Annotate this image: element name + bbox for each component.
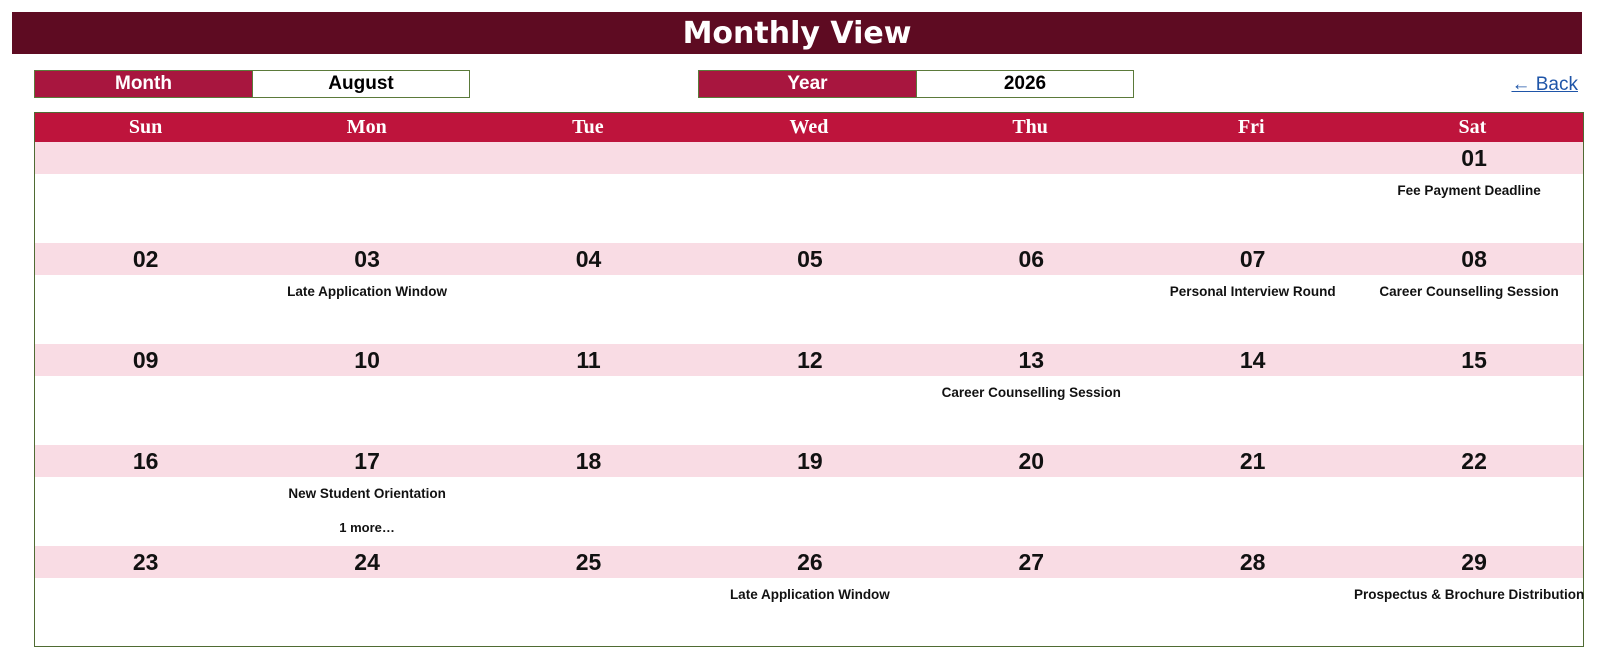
date-number: 07 bbox=[1239, 246, 1266, 272]
date-number: 22 bbox=[1461, 448, 1487, 474]
date-number: 21 bbox=[1239, 448, 1266, 474]
week-row: 01 Fee Payment Deadline bbox=[35, 142, 1583, 243]
day-cell-sat[interactable]: 29 Prospectus & Brochure Distribution bbox=[1354, 546, 1584, 647]
day-cell-sun[interactable] bbox=[35, 142, 256, 243]
month-value-field[interactable]: August bbox=[252, 70, 470, 98]
day-header-sat: Sat bbox=[1458, 116, 1487, 138]
day-cell-tue[interactable]: 25 bbox=[478, 546, 699, 647]
day-cell-sat[interactable]: 01 Fee Payment Deadline bbox=[1363, 142, 1584, 243]
year-label: Year bbox=[698, 70, 916, 98]
event-label[interactable]: Career Counselling Session bbox=[1379, 284, 1559, 299]
day-header-thu: Thu bbox=[1012, 116, 1048, 138]
month-label: Month bbox=[34, 70, 252, 98]
day-header-sun: Sun bbox=[128, 116, 163, 138]
day-cell-sun[interactable]: 09 bbox=[35, 344, 256, 445]
day-header-tue: Tue bbox=[572, 116, 604, 138]
event-label[interactable]: Late Application Window bbox=[729, 587, 890, 602]
date-number: 18 bbox=[575, 448, 602, 474]
day-cell-sat[interactable]: 22 bbox=[1363, 445, 1584, 546]
date-number: 25 bbox=[575, 549, 602, 575]
day-cell-mon[interactable]: 17 New Student Orientation 1 more… bbox=[256, 445, 477, 546]
day-cell-mon[interactable]: 10 bbox=[256, 344, 477, 445]
day-cell-wed[interactable]: 19 bbox=[699, 445, 920, 546]
event-label[interactable]: Late Application Window bbox=[287, 284, 448, 299]
date-number: 14 bbox=[1239, 347, 1266, 373]
date-number: 28 bbox=[1239, 549, 1266, 575]
date-number: 09 bbox=[132, 347, 159, 373]
date-band bbox=[35, 344, 1583, 376]
back-link[interactable]: ← Back bbox=[1511, 74, 1578, 95]
day-cell-tue[interactable] bbox=[478, 142, 699, 243]
more-events-link[interactable]: 1 more… bbox=[339, 520, 395, 535]
day-header-wed: Wed bbox=[789, 116, 829, 138]
date-number: 20 bbox=[1018, 448, 1045, 474]
day-cell-thu[interactable]: 06 bbox=[921, 243, 1142, 344]
day-cell-fri[interactable]: 07 Personal Interview Round bbox=[1142, 243, 1363, 344]
date-number: 11 bbox=[576, 347, 601, 373]
date-number: 17 bbox=[354, 448, 380, 474]
date-band bbox=[35, 142, 1583, 174]
date-number: 05 bbox=[797, 246, 823, 272]
date-number: 12 bbox=[797, 347, 823, 373]
date-number: 15 bbox=[1461, 347, 1487, 373]
date-number: 27 bbox=[1018, 549, 1045, 575]
day-cell-thu[interactable]: 20 bbox=[921, 445, 1142, 546]
day-cell-tue[interactable]: 18 bbox=[478, 445, 699, 546]
year-value-field[interactable]: 2026 bbox=[916, 70, 1134, 98]
date-number: 24 bbox=[354, 549, 380, 575]
week-row: 16 17 New Student Orientation 1 more… 18 19 20… bbox=[35, 445, 1583, 546]
day-cell-fri[interactable] bbox=[1142, 142, 1363, 243]
day-cell-fri[interactable]: 14 bbox=[1142, 344, 1363, 445]
day-cell-tue[interactable]: 11 bbox=[478, 344, 699, 445]
day-cell-thu[interactable]: 27 bbox=[921, 546, 1142, 647]
day-cell-mon[interactable]: 24 bbox=[256, 546, 477, 647]
date-number: 10 bbox=[354, 347, 380, 373]
day-cell-thu[interactable] bbox=[921, 142, 1142, 243]
event-label[interactable]: New Student Orientation bbox=[288, 486, 446, 501]
calendar-grid: Sun Mon Tue Wed Thu Fri Sat 01 Fee Paymen… bbox=[34, 112, 1584, 647]
day-cell-sun[interactable]: 02 bbox=[35, 243, 256, 344]
week-row: 09 10 11 12 13 Career Counselling Session 14 15 bbox=[35, 344, 1583, 445]
date-number: 06 bbox=[1018, 246, 1045, 272]
day-cell-wed[interactable]: 05 bbox=[699, 243, 920, 344]
event-label[interactable]: Prospectus & Brochure Distribution bbox=[1353, 587, 1585, 602]
day-cell-wed[interactable]: 12 bbox=[699, 344, 920, 445]
date-number: 08 bbox=[1461, 246, 1487, 272]
date-band bbox=[35, 243, 1583, 275]
date-number: 02 bbox=[132, 246, 159, 272]
date-number: 29 bbox=[1461, 549, 1487, 575]
event-label[interactable]: Personal Interview Round bbox=[1169, 284, 1336, 299]
day-cell-tue[interactable]: 04 bbox=[478, 243, 699, 344]
event-label[interactable]: Fee Payment Deadline bbox=[1397, 183, 1541, 198]
date-number: 01 bbox=[1461, 145, 1487, 171]
week-row: 23 24 25 26 Late Application Window 27 28 29 Pro… bbox=[35, 546, 1584, 647]
date-number: 04 bbox=[575, 246, 602, 272]
day-cell-fri[interactable]: 28 bbox=[1142, 546, 1363, 647]
day-cell-wed[interactable]: 26 Late Application Window bbox=[699, 546, 920, 647]
date-number: 03 bbox=[354, 246, 380, 272]
day-cell-sun[interactable]: 16 bbox=[35, 445, 256, 546]
day-cell-mon[interactable]: 03 Late Application Window bbox=[256, 243, 477, 344]
day-cell-wed[interactable] bbox=[699, 142, 920, 243]
day-cell-fri[interactable]: 21 bbox=[1142, 445, 1363, 546]
day-cell-sat[interactable]: 08 Career Counselling Session bbox=[1363, 243, 1584, 344]
day-header-row: Sun Mon Tue Wed Thu Fri Sat bbox=[35, 113, 1583, 142]
date-number: 13 bbox=[1018, 347, 1045, 373]
date-number: 19 bbox=[797, 448, 823, 474]
day-cell-thu[interactable]: 13 Career Counselling Session bbox=[921, 344, 1142, 445]
day-cell-sat[interactable]: 15 bbox=[1363, 344, 1584, 445]
date-number: 23 bbox=[132, 549, 159, 575]
page-title: Monthly View bbox=[12, 12, 1582, 54]
day-header-fri: Fri bbox=[1237, 116, 1265, 138]
day-cell-mon[interactable] bbox=[256, 142, 477, 243]
date-band bbox=[35, 546, 1583, 578]
date-number: 16 bbox=[132, 448, 159, 474]
event-label[interactable]: Career Counselling Session bbox=[941, 385, 1121, 400]
day-header-mon: Mon bbox=[346, 116, 387, 138]
day-cell-sun[interactable]: 23 bbox=[35, 546, 256, 647]
week-row: 02 03 Late Application Window 04 05 06 07 Perso… bbox=[35, 243, 1583, 344]
date-band bbox=[35, 445, 1583, 477]
date-number: 26 bbox=[797, 549, 823, 575]
